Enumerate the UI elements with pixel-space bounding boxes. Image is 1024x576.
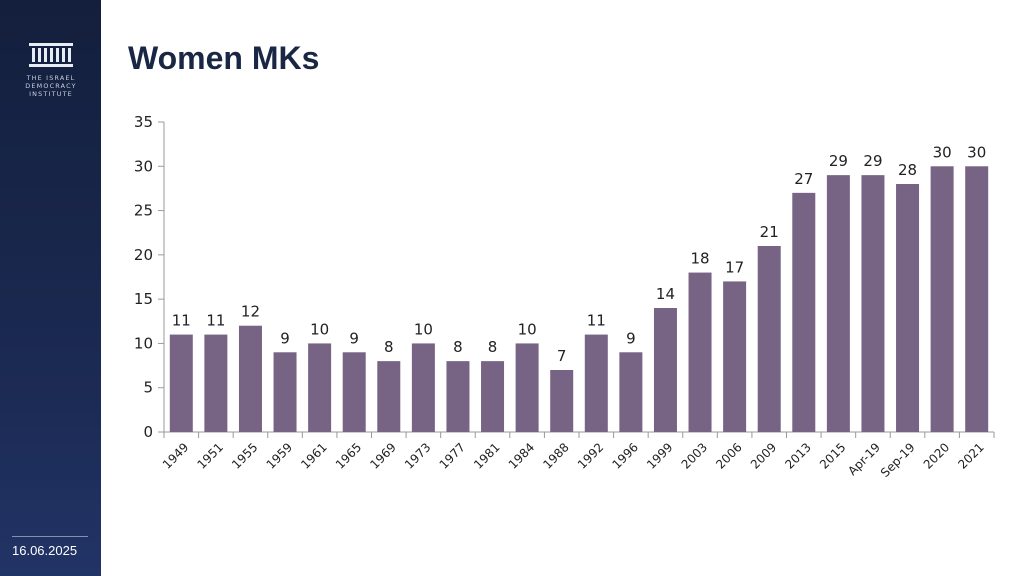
y-tick-label: 30	[134, 157, 153, 175]
data-label-1977: 8	[453, 338, 463, 356]
y-tick-label: 0	[143, 423, 153, 441]
bar-Apr-19	[861, 175, 885, 432]
x-tick-label-1973: 1973	[402, 440, 433, 471]
bar-2009	[757, 246, 781, 432]
sidebar: THE ISRAEL DEMOCRACY INSTITUTE 16.06.202…	[0, 0, 101, 576]
data-label-1965: 9	[349, 329, 359, 347]
data-label-1996: 9	[626, 329, 636, 347]
bar-1969	[377, 361, 401, 432]
x-tick-label-1984: 1984	[506, 440, 537, 471]
x-axis: 1949 1951 1955 1959 1961 1965 1969 1973 1977 1981…	[160, 431, 995, 480]
bar-1988	[550, 370, 574, 432]
data-label-1969: 8	[384, 338, 394, 356]
y-tick-label: 15	[134, 290, 153, 308]
data-label-1961: 10	[310, 320, 329, 338]
bar-1977	[446, 361, 470, 432]
bar-2015	[826, 175, 850, 432]
bar-1981	[481, 361, 505, 432]
pillars-icon	[29, 43, 73, 67]
x-tick-label-2009: 2009	[748, 440, 779, 471]
x-tick-label-1951: 1951	[194, 440, 225, 471]
x-tick-label-1961: 1961	[298, 440, 329, 471]
bar-1992	[584, 334, 608, 432]
bar-2013	[792, 192, 816, 432]
data-label-1988: 7	[557, 347, 567, 365]
x-tick-label-1959: 1959	[264, 440, 295, 471]
x-tick-label-2020: 2020	[921, 440, 952, 471]
data-label-2006: 17	[725, 258, 744, 276]
bar-1984	[515, 343, 539, 432]
data-label-2020: 30	[933, 143, 952, 161]
data-label-2009: 21	[760, 223, 779, 241]
bar-1949	[169, 334, 193, 432]
x-tick-label-1955: 1955	[229, 440, 260, 471]
x-tick-label-1981: 1981	[471, 440, 502, 471]
bar-1955	[238, 325, 262, 432]
data-labels: 11 11 12 9 10 9 8 10 8 8 10 7 11 9 14 18 17 21 27 29 29 28 30 3…	[172, 143, 987, 365]
date-divider	[12, 536, 88, 537]
y-tick-label: 10	[134, 334, 153, 352]
data-label-2013: 27	[794, 170, 813, 188]
x-tick-label-1977: 1977	[437, 440, 468, 471]
data-label-2021: 30	[967, 143, 986, 161]
data-label-1981: 8	[488, 338, 498, 356]
data-label-1951: 11	[206, 312, 225, 330]
logo-line-3: INSTITUTE	[29, 90, 73, 98]
bar-1961	[308, 343, 332, 432]
data-label-1973: 10	[414, 320, 433, 338]
x-tick-label-2006: 2006	[713, 440, 744, 471]
bar-1999	[653, 308, 677, 432]
x-tick-label-Apr-19: Apr-19	[845, 440, 883, 478]
y-axis: 0 5 10 15 20 25 30 35	[134, 113, 165, 441]
data-label-1955: 12	[241, 303, 260, 321]
y-tick-label: 35	[134, 113, 153, 131]
data-label-1949: 11	[172, 312, 191, 330]
data-label-Apr-19: 29	[863, 152, 882, 170]
x-tick-label-2015: 2015	[817, 440, 848, 471]
bar-Sep-19	[896, 184, 920, 432]
x-tick-label-1965: 1965	[333, 440, 364, 471]
x-tick-label-Sep-19: Sep-19	[878, 440, 918, 480]
x-tick-label-2021: 2021	[955, 440, 986, 471]
page-title: Women MKs	[128, 40, 320, 76]
bar-1973	[411, 343, 435, 432]
logo-line-2: DEMOCRACY	[25, 82, 77, 90]
data-label-2015: 29	[829, 152, 848, 170]
y-tick-label: 20	[134, 246, 153, 264]
institute-logo: THE ISRAEL DEMOCRACY INSTITUTE	[22, 42, 80, 98]
x-tick-label-2013: 2013	[782, 440, 813, 471]
bar-2021	[965, 166, 989, 433]
x-tick-label-1969: 1969	[367, 440, 398, 471]
bar-1959	[273, 352, 297, 432]
x-tick-label-2003: 2003	[679, 440, 710, 471]
x-tick-label-1949: 1949	[160, 440, 191, 471]
bar-2006	[723, 281, 747, 432]
bar-2020	[930, 166, 954, 433]
y-tick-label: 25	[134, 202, 153, 220]
bar-1996	[619, 352, 643, 432]
data-label-1992: 11	[587, 312, 606, 330]
x-tick-label-1992: 1992	[575, 440, 606, 471]
x-tick-label-1996: 1996	[609, 440, 640, 471]
data-label-1984: 10	[518, 320, 537, 338]
bar-2003	[688, 272, 712, 432]
data-label-Sep-19: 28	[898, 161, 917, 179]
bar-1951	[204, 334, 228, 432]
data-label-1959: 9	[280, 329, 290, 347]
slide-date: 16.06.2025	[12, 543, 78, 558]
logo-line-1: THE ISRAEL	[26, 74, 76, 82]
bar-1965	[342, 352, 366, 432]
y-tick-label: 5	[143, 379, 153, 397]
bars	[169, 166, 989, 433]
x-tick-label-1999: 1999	[644, 440, 675, 471]
data-label-2003: 18	[690, 250, 709, 268]
data-label-1999: 14	[656, 285, 675, 303]
x-tick-label-1988: 1988	[540, 440, 571, 471]
